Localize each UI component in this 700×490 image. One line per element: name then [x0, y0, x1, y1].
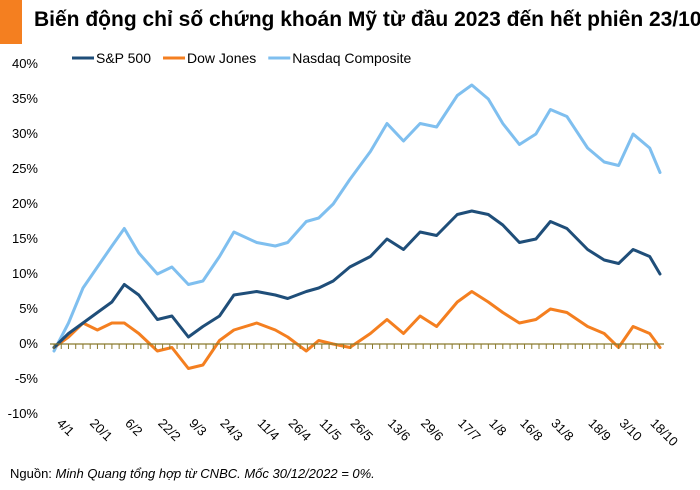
series-lines: [52, 83, 662, 370]
x-tick-label: 6/2: [122, 416, 145, 439]
y-tick-label: 15%: [12, 231, 38, 246]
x-axis: [50, 343, 664, 349]
x-tick-label: 4/1: [54, 416, 77, 439]
source-detail: Minh Quang tổng hợp từ CNBC. Mốc 30/12/2…: [55, 466, 375, 481]
legend-label: S&P 500: [96, 50, 151, 66]
x-tick-label: 24/3: [217, 416, 246, 445]
source-note: Nguồn: Minh Quang tổng hợp từ CNBC. Mốc …: [10, 466, 375, 481]
y-axis: -10% -5% 0% 5% 10% 15% 20% 25% 30% 35% 40%: [8, 56, 39, 421]
x-axis-labels: 4/1 20/1 6/2 22/2 9/3 24/3 11/4 26/4 11/5 26/5 13/…: [54, 416, 681, 450]
y-tick-label: 10%: [12, 266, 38, 281]
x-tick-label: 18/9: [585, 416, 614, 445]
x-tick-label: 3/10: [617, 416, 646, 445]
legend-label: Dow Jones: [187, 50, 256, 66]
line-chart: -10% -5% 0% 5% 10% 15% 20% 25% 30% 35% 40% 4/1 20/1…: [8, 50, 682, 450]
y-tick-label: 25%: [12, 161, 38, 176]
y-tick-label: 40%: [12, 56, 38, 71]
series-line: [52, 290, 662, 370]
legend: S&P 500 Dow Jones Nasdaq Composite: [72, 50, 412, 66]
chart-title: Biến động chỉ số chứng khoán Mỹ từ đầu 2…: [34, 8, 700, 31]
y-tick-label: -10%: [8, 406, 39, 421]
x-tick-label: 26/5: [348, 416, 377, 445]
legend-label: Nasdaq Composite: [292, 50, 411, 66]
x-tick-label: 16/8: [517, 416, 546, 445]
y-tick-label: 0%: [19, 336, 38, 351]
x-tick-label: 11/4: [255, 416, 283, 444]
x-tick-label: 13/6: [385, 416, 414, 445]
x-tick-label: 26/4: [286, 416, 315, 445]
x-tick-label: 22/2: [155, 416, 184, 445]
y-tick-label: 5%: [19, 301, 38, 316]
source-label: Nguồn:: [10, 466, 52, 481]
x-tick-label: 9/3: [186, 416, 209, 439]
series-line: [52, 83, 662, 353]
x-tick-label: 20/1: [87, 416, 116, 445]
x-tick-label: 31/8: [548, 416, 577, 445]
x-tick-label: 18/10: [648, 416, 682, 450]
y-tick-label: 30%: [12, 126, 38, 141]
x-tick-label: 17/7: [455, 416, 484, 445]
y-tick-label: 20%: [12, 196, 38, 211]
y-tick-label: 35%: [12, 91, 38, 106]
y-tick-label: -5%: [15, 371, 39, 386]
x-tick-label: 1/8: [486, 416, 509, 439]
series-line: [52, 209, 662, 349]
title-accent-bar: [0, 0, 22, 44]
x-tick-label: 11/5: [317, 416, 345, 444]
x-tick-label: 29/6: [418, 416, 447, 445]
